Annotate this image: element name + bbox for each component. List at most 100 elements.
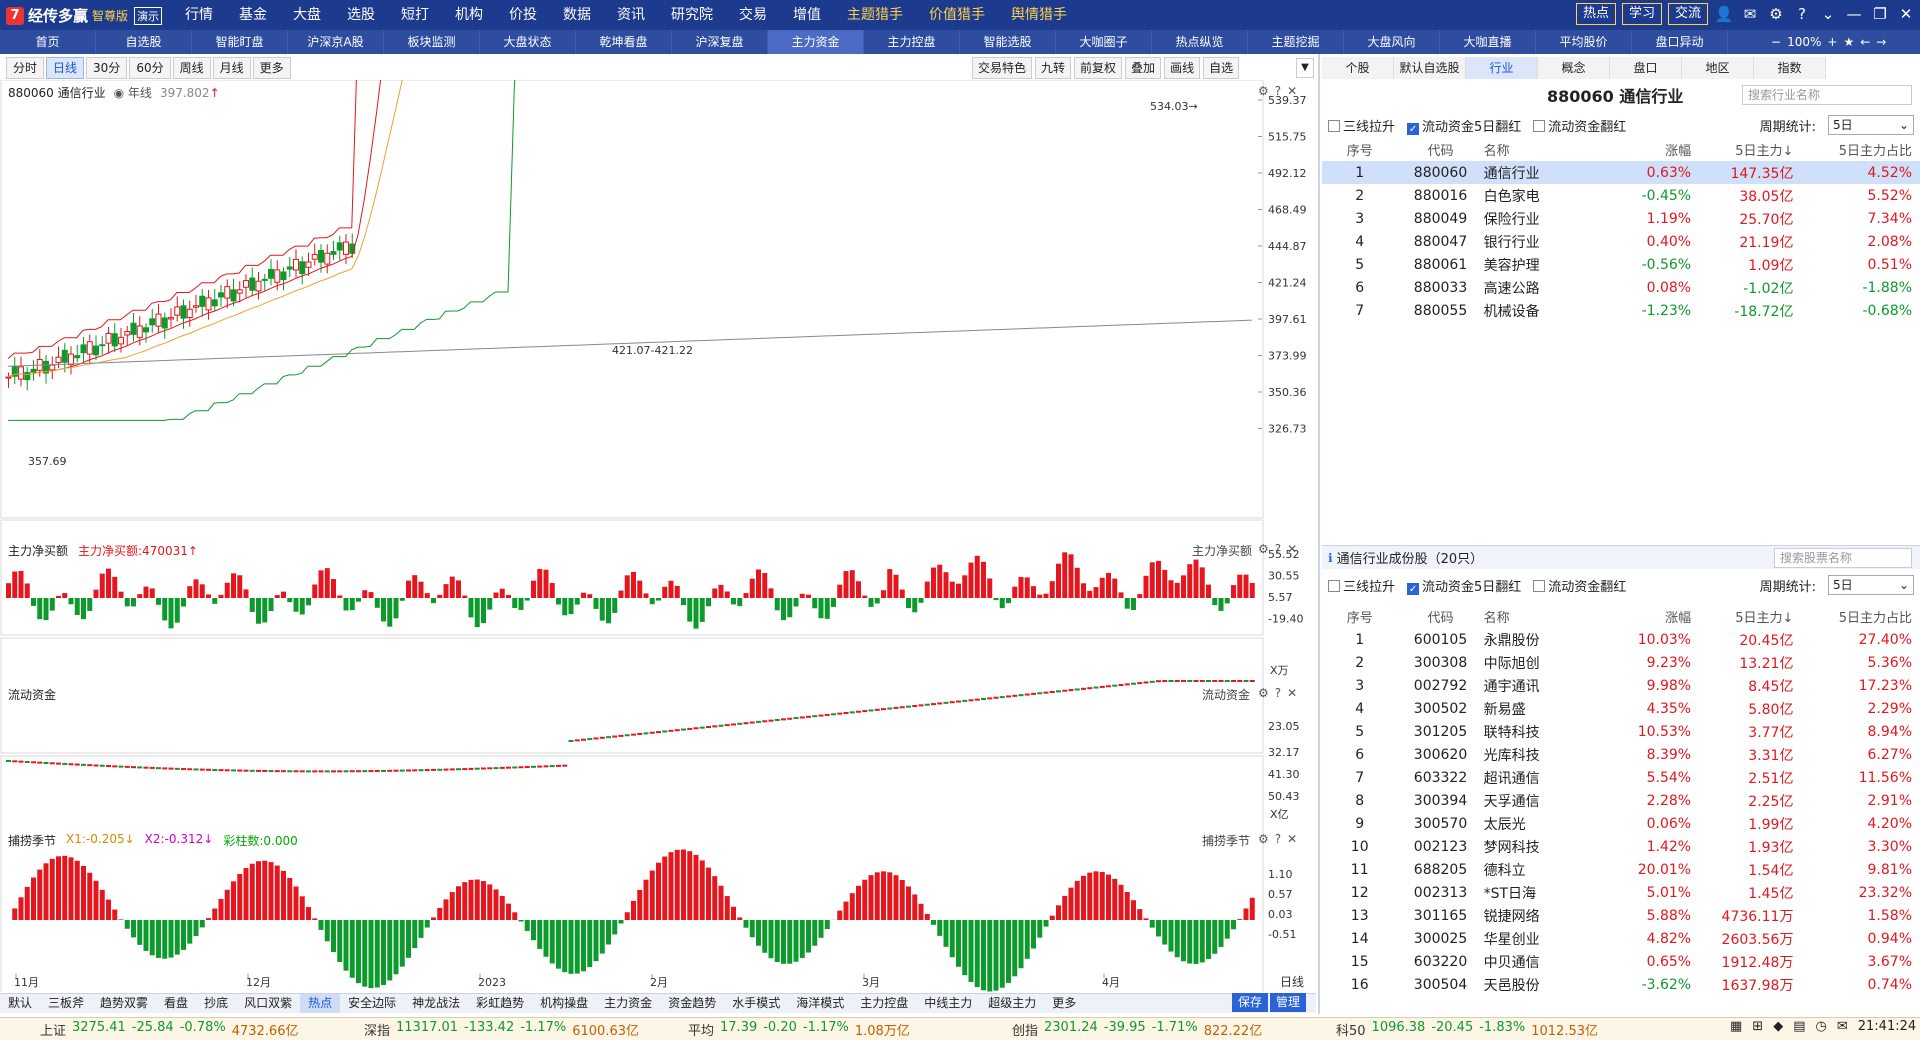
period-tab-2[interactable]: 30分 — [86, 57, 128, 79]
back-icon[interactable]: ← — [1860, 35, 1871, 49]
index-quote[interactable]: 上证 3275.41 -25.84 -0.78% 4732.66亿 — [40, 1020, 340, 1039]
cfilter-5day-red[interactable]: ✓ 流动资金5日翻红 — [1407, 579, 1522, 595]
formula-tab-15[interactable]: 主力控盘 — [860, 996, 909, 1010]
column-header[interactable]: 5日主力↓ — [1735, 144, 1794, 159]
save-button[interactable]: 保存 — [1232, 993, 1269, 1012]
table-row[interactable]: 6 880033 高速公路 0.08% -1.02亿 -1.88% — [1322, 276, 1920, 299]
diamond-icon[interactable]: ◆ — [1773, 1019, 1784, 1034]
table-row[interactable]: 12 002313 *ST日海 5.01% 1.45亿 23.32% — [1322, 881, 1920, 904]
nav-tab-16[interactable]: 平均股价 — [1536, 30, 1632, 54]
stock-chart[interactable]: 539.37 515.75 492.12 468.49 444.87 421.24 397.… — [0, 80, 1318, 992]
nav-tab-7[interactable]: 沪深复盘 — [672, 30, 768, 54]
formula-tab-9[interactable]: 彩虹趋势 — [476, 996, 525, 1010]
menu-item-5[interactable]: 机构 — [455, 7, 483, 23]
index-quote[interactable]: 科50 1096.38 -20.45 -1.83% 1012.53亿 — [1336, 1020, 1636, 1039]
zoom-out-icon[interactable]: − — [1771, 35, 1782, 49]
right-tab-1[interactable]: 默认自选股 — [1394, 57, 1466, 79]
chart-tool-4[interactable]: 画线 — [1164, 57, 1201, 79]
collapse-icon[interactable]: ⌄ — [1821, 5, 1835, 23]
table-row[interactable]: 2 880016 白色家电 -0.45% 38.05亿 5.52% — [1322, 184, 1920, 207]
table-row[interactable]: 7 603322 超讯通信 5.54% 2.51亿 11.56% — [1322, 766, 1920, 789]
formula-tab-5[interactable]: 风口双紫 — [244, 996, 293, 1010]
table-row[interactable]: 2 300308 中际旭创 9.23% 13.21亿 5.36% — [1322, 651, 1920, 674]
menu-item-2[interactable]: 大盘 — [293, 7, 321, 23]
nav-tab-15[interactable]: 大咖直播 — [1440, 30, 1536, 54]
table-row[interactable]: 1 600105 永鼎股份 10.03% 20.45亿 27.40% — [1322, 628, 1920, 651]
nav-tab-13[interactable]: 主题挖掘 — [1248, 30, 1344, 54]
formula-tab-12[interactable]: 资金趋势 — [668, 996, 717, 1010]
nav-tab-1[interactable]: 自选股 — [96, 30, 192, 54]
nav-tab-6[interactable]: 乾坤看盘 — [576, 30, 672, 54]
nav-tab-11[interactable]: 大咖圈子 — [1056, 30, 1152, 54]
nav-tab-9[interactable]: 主力控盘 — [864, 30, 960, 54]
formula-tab-16[interactable]: 中线主力 — [924, 996, 973, 1010]
index-quote[interactable]: 平均 17.39 -0.20 -1.17% 1.08万亿 — [688, 1020, 988, 1039]
menu-item-3[interactable]: 选股 — [347, 7, 375, 23]
table-row[interactable]: 3 002792 通宇通讯 9.98% 8.45亿 17.23% — [1322, 674, 1920, 697]
chart-tool-5[interactable]: 自选 — [1203, 57, 1240, 79]
menu-item-1[interactable]: 基金 — [239, 7, 267, 23]
close-icon[interactable]: ✕ — [1899, 5, 1913, 23]
user-icon[interactable]: 👤 — [1714, 5, 1734, 23]
period-tab-3[interactable]: 60分 — [129, 57, 171, 79]
mail-icon[interactable]: ✉ — [1743, 5, 1757, 23]
filter-triple-rise[interactable]: 三线拉升 — [1328, 116, 1395, 135]
column-header[interactable]: 代码 — [1427, 611, 1454, 626]
menu-item-0[interactable]: 行情 — [185, 7, 213, 23]
column-header[interactable]: 涨幅 — [1665, 144, 1692, 159]
chat-button[interactable]: 交流 — [1667, 3, 1708, 25]
formula-tab-8[interactable]: 神龙战法 — [412, 996, 461, 1010]
chart-tools-dropdown-icon[interactable]: ▼ — [1296, 58, 1314, 78]
table-row[interactable]: 15 603220 中贝通信 0.65% 1912.48万 3.67% — [1322, 950, 1920, 973]
menu-item-8[interactable]: 资讯 — [617, 7, 645, 23]
chart-tool-2[interactable]: 前复权 — [1074, 57, 1123, 79]
column-header[interactable]: 涨幅 — [1665, 611, 1692, 626]
column-header[interactable]: 5日主力↓ — [1735, 611, 1794, 626]
nav-tab-2[interactable]: 智能盯盘 — [192, 30, 288, 54]
column-header[interactable]: 5日主力占比 — [1838, 144, 1912, 159]
table-row[interactable]: 14 300025 华星创业 4.82% 2603.56万 0.94% — [1322, 927, 1920, 950]
layout-icon[interactable]: ⊞ — [1752, 1019, 1764, 1034]
period-tab-0[interactable]: 分时 — [6, 57, 45, 79]
formula-tab-2[interactable]: 趋势双雾 — [100, 996, 149, 1010]
filter-5day-red[interactable]: ✓ 流动资金5日翻红 — [1407, 119, 1522, 135]
menu-item-10[interactable]: 交易 — [739, 7, 767, 23]
settings-icon[interactable]: ⚙ — [1769, 5, 1783, 23]
column-header[interactable]: 名称 — [1483, 611, 1510, 626]
index-quote[interactable]: 创指 2301.24 -39.95 -1.71% 822.22亿 — [1012, 1020, 1312, 1039]
period-tab-6[interactable]: 更多 — [252, 57, 291, 79]
formula-tab-18[interactable]: 更多 — [1052, 996, 1077, 1010]
right-tab-2[interactable]: 行业 — [1466, 57, 1538, 79]
industry-search-input[interactable]: 搜索行业名称 — [1742, 85, 1912, 105]
right-tab-4[interactable]: 盘口 — [1610, 57, 1682, 79]
formula-tab-4[interactable]: 抄底 — [204, 996, 229, 1010]
zoom-in-icon[interactable]: + — [1827, 35, 1838, 49]
formula-tab-7[interactable]: 安全边际 — [348, 996, 397, 1010]
table-row[interactable]: 16 300504 天邑股份 -3.62% 1637.98万 0.74% — [1322, 973, 1920, 996]
table-row[interactable]: 13 301165 锐捷网络 5.88% 4736.11万 1.58% — [1322, 904, 1920, 927]
formula-tab-14[interactable]: 海洋模式 — [796, 996, 845, 1010]
formula-tab-13[interactable]: 水手模式 — [732, 996, 781, 1010]
period-tab-4[interactable]: 周线 — [172, 57, 211, 79]
chart-tool-1[interactable]: 九转 — [1035, 57, 1072, 79]
nav-tab-17[interactable]: 盘口异动 — [1632, 30, 1728, 54]
formula-tab-6[interactable]: 热点 — [300, 994, 341, 1013]
column-header[interactable]: 名称 — [1483, 144, 1510, 159]
clock-icon[interactable]: ◷ — [1815, 1019, 1827, 1034]
table-row[interactable]: 8 300394 天孚通信 2.28% 2.25亿 2.91% — [1322, 789, 1920, 812]
help-icon[interactable]: ? — [1798, 5, 1806, 23]
menu-item-4[interactable]: 短打 — [401, 7, 429, 23]
table-row[interactable]: 1 880060 通信行业 0.63% 147.35亿 4.52% — [1322, 161, 1920, 184]
table-row[interactable]: 7 880055 机械设备 -1.23% -18.72亿 -0.68% — [1322, 299, 1920, 322]
nav-tab-10[interactable]: 智能选股 — [960, 30, 1056, 54]
chart-tool-0[interactable]: 交易特色 — [972, 57, 1033, 79]
cfilter-red[interactable]: 流动资金翻红 — [1533, 576, 1626, 595]
table-row[interactable]: 5 880061 美容护理 -0.56% 1.09亿 0.51% — [1322, 253, 1920, 276]
filter-red[interactable]: 流动资金翻红 — [1533, 116, 1626, 135]
menu-item-13[interactable]: 价值猎手 — [929, 7, 985, 23]
manage-button[interactable]: 管理 — [1270, 993, 1307, 1012]
menu-item-14[interactable]: 舆情猎手 — [1011, 7, 1067, 23]
column-header[interactable]: 序号 — [1346, 611, 1373, 626]
panel-divider[interactable] — [1318, 54, 1320, 1014]
chart-icon[interactable]: ▤ — [1793, 1019, 1806, 1034]
